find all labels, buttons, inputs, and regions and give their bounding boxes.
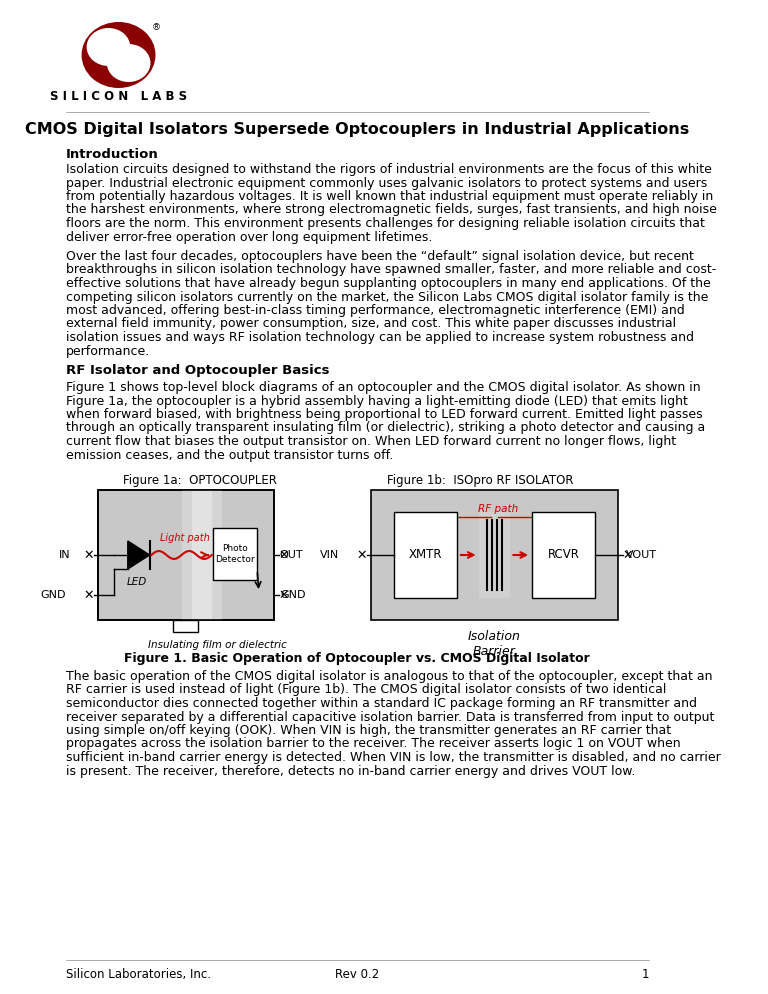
Ellipse shape [87,28,131,66]
Text: Figure 1a:  OPTOCOUPLER: Figure 1a: OPTOCOUPLER [123,474,276,487]
Text: Silicon Laboratories, Inc.: Silicon Laboratories, Inc. [65,968,210,981]
Text: ✕: ✕ [622,549,633,562]
Bar [98,490,274,620]
Text: Isolation
Barrier: Isolation Barrier [468,630,521,658]
Text: GND: GND [280,590,306,600]
Text: RF carrier is used instead of light (Figure 1b). The CMOS digital isolator consi: RF carrier is used instead of light (Fig… [65,684,666,697]
Text: ✕: ✕ [279,588,290,601]
Text: from potentially hazardous voltages. It is well known that industrial equipment : from potentially hazardous voltages. It … [65,190,713,203]
Bar [394,512,457,598]
Text: S I L I C O N   L A B S: S I L I C O N L A B S [50,90,187,103]
Text: Photo
Detector: Photo Detector [216,545,255,564]
Text: XMTR: XMTR [409,549,442,562]
Bar [214,528,257,580]
Bar [181,490,222,620]
Text: ✕: ✕ [84,588,94,601]
Text: propagates across the isolation barrier to the receiver. The receiver asserts lo: propagates across the isolation barrier … [65,738,680,750]
Text: Figure 1b:  ISOpro RF ISOLATOR: Figure 1b: ISOpro RF ISOLATOR [387,474,574,487]
Text: through an optically transparent insulating film (or dielectric), striking a pho: through an optically transparent insulat… [65,421,705,434]
Ellipse shape [81,22,155,88]
Text: ✕: ✕ [84,549,94,562]
Bar [173,620,198,632]
Text: Figure 1 shows top-level block diagrams of an optocoupler and the CMOS digital i: Figure 1 shows top-level block diagrams … [65,381,700,394]
Text: VIN: VIN [319,550,339,560]
Text: LED: LED [127,577,147,587]
Text: The basic operation of the CMOS digital isolator is analogous to that of the opt: The basic operation of the CMOS digital … [65,670,712,683]
Text: deliver error-free operation over long equipment lifetimes.: deliver error-free operation over long e… [65,231,432,244]
Text: Isolation circuits designed to withstand the rigors of industrial environments a: Isolation circuits designed to withstand… [65,163,711,176]
Bar [478,512,511,598]
Text: external field immunity, power consumption, size, and cost. This white paper dis: external field immunity, power consumpti… [65,317,676,330]
Bar [532,512,595,598]
Text: Introduction: Introduction [65,148,158,161]
Bar [371,490,618,620]
Text: using simple on/off keying (OOK). When VIN is high, the transmitter generates an: using simple on/off keying (OOK). When V… [65,724,670,737]
Text: RF Isolator and Optocoupler Basics: RF Isolator and Optocoupler Basics [65,364,329,377]
Text: performance.: performance. [65,345,150,358]
Text: 1: 1 [641,968,649,981]
Text: sufficient in-band carrier energy is detected. When VIN is low, the transmitter : sufficient in-band carrier energy is det… [65,751,720,764]
Text: RF path: RF path [478,504,518,514]
Polygon shape [127,541,150,569]
Text: GND: GND [40,590,65,600]
Text: RCVR: RCVR [548,549,579,562]
Text: isolation issues and ways RF isolation technology can be applied to increase sys: isolation issues and ways RF isolation t… [65,331,694,344]
Text: IN: IN [59,550,71,560]
Text: Insulating film or dielectric: Insulating film or dielectric [148,640,286,650]
Text: Figure 1. Basic Operation of Optocoupler vs. CMOS Digital Isolator: Figure 1. Basic Operation of Optocoupler… [124,652,590,665]
Text: Rev 0.2: Rev 0.2 [335,968,379,981]
Ellipse shape [107,44,151,82]
Text: Light path: Light path [160,533,210,543]
Text: most advanced, offering best-in-class timing performance, electromagnetic interf: most advanced, offering best-in-class ti… [65,304,684,317]
Text: breakthroughs in silicon isolation technology have spawned smaller, faster, and : breakthroughs in silicon isolation techn… [65,263,716,276]
Text: paper. Industrial electronic equipment commonly uses galvanic isolators to prote: paper. Industrial electronic equipment c… [65,177,707,190]
Text: CMOS Digital Isolators Supersede Optocouplers in Industrial Applications: CMOS Digital Isolators Supersede Optocou… [25,122,689,137]
Text: Figure 1a, the optocoupler is a hybrid assembly having a light-emitting diode (L: Figure 1a, the optocoupler is a hybrid a… [65,395,687,408]
Bar [98,490,274,620]
Text: effective solutions that have already begun supplanting optocouplers in many end: effective solutions that have already be… [65,277,710,290]
Text: ✕: ✕ [279,549,290,562]
Text: the harshest environments, where strong electromagnetic fields, surges, fast tra: the harshest environments, where strong … [65,204,717,217]
Text: VOUT: VOUT [626,550,657,560]
Text: floors are the norm. This environment presents challenges for designing reliable: floors are the norm. This environment pr… [65,217,704,230]
Text: ®: ® [152,24,161,33]
Text: receiver separated by a differential capacitive isolation barrier. Data is trans: receiver separated by a differential cap… [65,711,714,724]
Text: current flow that biases the output transistor on. When LED forward current no l: current flow that biases the output tran… [65,435,676,448]
Bar [192,490,212,620]
Text: ✕: ✕ [356,549,366,562]
Text: when forward biased, with brightness being proportional to LED forward current. : when forward biased, with brightness bei… [65,408,702,421]
Text: semiconductor dies connected together within a standard IC package forming an RF: semiconductor dies connected together wi… [65,697,697,710]
Text: competing silicon isolators currently on the market, the Silicon Labs CMOS digit: competing silicon isolators currently on… [65,290,708,303]
Text: emission ceases, and the output transistor turns off.: emission ceases, and the output transist… [65,448,393,461]
Text: Over the last four decades, optocouplers have been the “default” signal isolatio: Over the last four decades, optocouplers… [65,250,694,263]
Text: OUT: OUT [280,550,303,560]
Text: is present. The receiver, therefore, detects no in-band carrier energy and drive: is present. The receiver, therefore, det… [65,764,635,777]
